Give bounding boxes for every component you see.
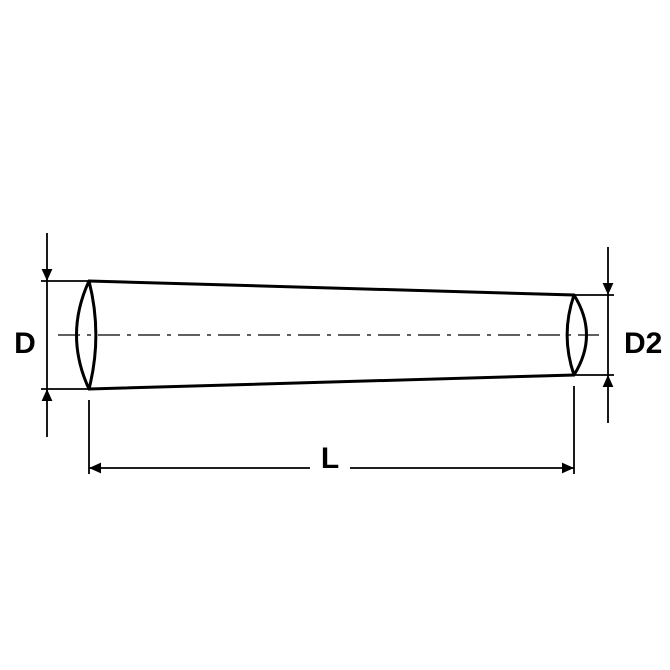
- arrowhead: [42, 269, 53, 281]
- arrowhead: [89, 463, 101, 474]
- arrowhead: [603, 375, 614, 387]
- dim-d-label: D: [14, 327, 36, 360]
- arrowhead: [562, 463, 574, 474]
- arrowhead: [603, 283, 614, 295]
- arrowhead: [42, 389, 53, 401]
- taper-pin-diagram: D D2 L: [0, 0, 670, 670]
- dim-d2-label: D2: [624, 327, 662, 360]
- dim-l-label: L: [321, 442, 339, 475]
